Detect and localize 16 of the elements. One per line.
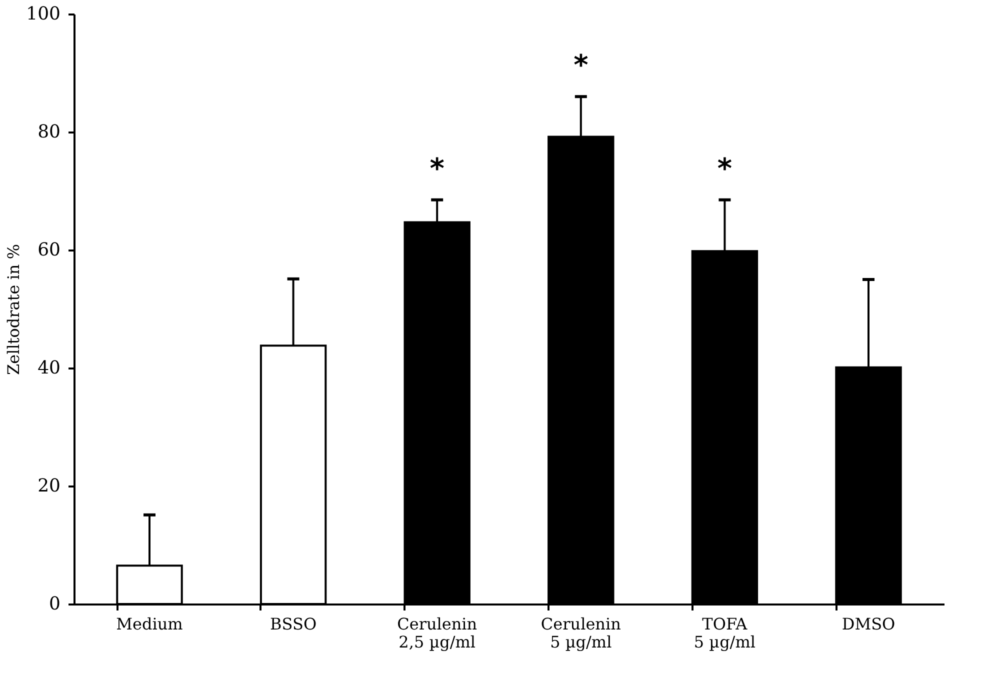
y-tick-label: 40	[38, 358, 60, 378]
x-tick-label: Cerulenin 2,5 µg/ml	[397, 614, 478, 652]
annotation: *	[574, 48, 589, 82]
x-tick-label: DMSO	[842, 614, 896, 634]
annotation: *	[430, 152, 445, 185]
x-tick-label: BSSO	[270, 614, 317, 634]
x-tick-label: Medium	[116, 614, 183, 634]
y-tick-label: 0	[49, 594, 60, 614]
y-tick-label: 20	[38, 476, 60, 496]
y-tick-label: 80	[38, 122, 60, 142]
y-axis-title: Zelltodrate in %	[4, 244, 24, 376]
x-tick-label: Cerulenin 5 µg/ml	[540, 614, 621, 652]
annotation: *	[717, 152, 732, 185]
y-tick-label: 60	[38, 240, 60, 260]
x-tick-label: TOFA 5 µg/ml	[694, 614, 756, 652]
y-tick-label: 100	[26, 4, 60, 24]
